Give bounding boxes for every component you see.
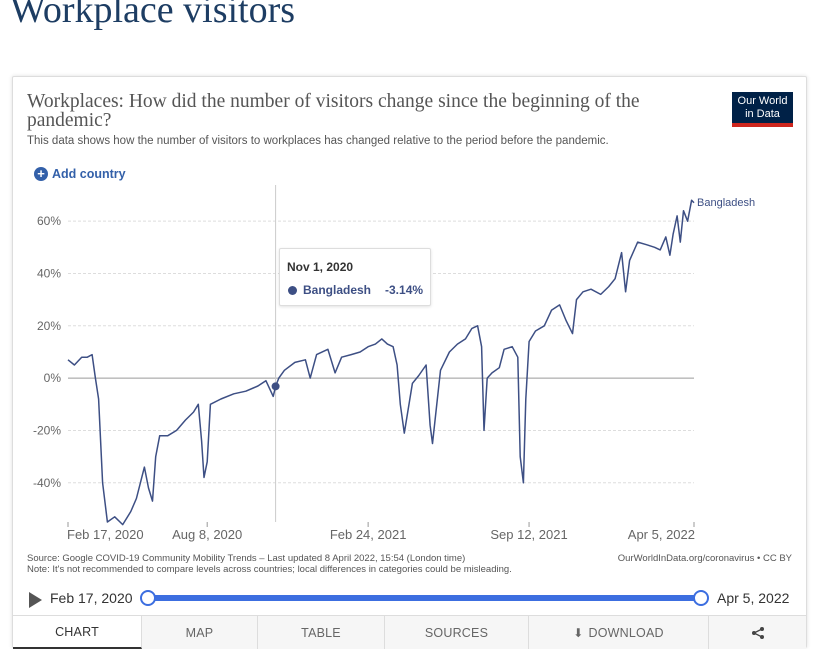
tooltip-value: -3.14% bbox=[385, 283, 424, 297]
y-tick-label: -20% bbox=[33, 423, 61, 437]
tab-download[interactable]: ⬇ DOWNLOAD bbox=[529, 616, 709, 649]
x-tick-label: Apr 5, 2022 bbox=[628, 527, 695, 542]
chart-subtitle: This data shows how the number of visito… bbox=[27, 135, 609, 147]
share-button[interactable] bbox=[709, 616, 806, 649]
y-tick-label: -40% bbox=[33, 476, 61, 490]
tooltip: Nov 1, 2020 Bangladesh -3.14% bbox=[279, 248, 431, 306]
series-line-bangladesh[interactable] bbox=[67, 199, 695, 526]
chart-card: Workplaces: How did the number of visito… bbox=[12, 76, 807, 649]
logo-line-1: Our World bbox=[737, 95, 788, 107]
x-tick-label: Sep 12, 2021 bbox=[490, 527, 567, 542]
y-tick-label: 40% bbox=[37, 266, 61, 280]
chart-title: Workplaces: How did the number of visito… bbox=[27, 91, 640, 131]
tab-bar: CHART MAP TABLE SOURCES ⬇ DOWNLOAD bbox=[13, 615, 806, 649]
add-country-button[interactable]: + Add country bbox=[34, 167, 126, 181]
page-title: Workplace visitors bbox=[10, 0, 296, 31]
tab-chart[interactable]: CHART bbox=[13, 616, 142, 649]
note-text: Note: It's not recommended to compare le… bbox=[27, 564, 512, 575]
timeline-end-label: Apr 5, 2022 bbox=[717, 590, 790, 606]
tab-table[interactable]: TABLE bbox=[258, 616, 385, 649]
x-tick-label: Feb 17, 2020 bbox=[67, 527, 144, 542]
tooltip-date: Nov 1, 2020 bbox=[287, 260, 354, 274]
x-tick-label: Feb 24, 2021 bbox=[330, 527, 407, 542]
y-axis-ticks: -40% -20% 0% 20% 40% 60% bbox=[33, 214, 61, 490]
y-tick-label: 0% bbox=[44, 371, 62, 385]
tab-map[interactable]: MAP bbox=[142, 616, 258, 649]
timeline-start-label: Feb 17, 2020 bbox=[50, 590, 133, 606]
share-icon bbox=[751, 626, 764, 639]
logo-line-2: in Data bbox=[745, 108, 780, 120]
credit-link[interactable]: OurWorldInData.org/coronavirus • CC BY bbox=[617, 553, 792, 564]
timeline-end-handle[interactable] bbox=[693, 590, 709, 606]
tooltip-entity: Bangladesh bbox=[303, 283, 372, 297]
tooltip-dot bbox=[288, 285, 297, 295]
y-tick-label: 60% bbox=[37, 214, 61, 228]
plus-circle-icon: + bbox=[34, 167, 48, 181]
owid-logo[interactable]: Our World in Data bbox=[732, 92, 793, 127]
timeline: Feb 17, 2020 Apr 5, 2022 bbox=[13, 585, 806, 611]
tooltip-row: Bangladesh -3.14% bbox=[288, 283, 423, 297]
grid-lines bbox=[68, 220, 694, 484]
series-label-bangladesh[interactable]: Bangladesh bbox=[697, 197, 755, 209]
timeline-start-handle[interactable] bbox=[140, 590, 156, 606]
highlight-point[interactable] bbox=[271, 382, 280, 391]
tab-sources[interactable]: SOURCES bbox=[385, 616, 529, 649]
x-axis-ticks: Feb 17, 2020 Aug 8, 2020 Feb 24, 2021 Sep 1… bbox=[67, 522, 695, 542]
download-icon: ⬇ bbox=[573, 625, 584, 640]
y-tick-label: 20% bbox=[37, 319, 61, 333]
source-text: Source: Google COVID-19 Community Mobili… bbox=[27, 553, 466, 564]
line-chart: -40% -20% 0% 20% 40% 60% Feb 17, 2020 Aug 8, 2… bbox=[33, 185, 755, 542]
timeline-track[interactable] bbox=[149, 595, 702, 601]
x-tick-label: Aug 8, 2020 bbox=[172, 527, 242, 542]
add-country-label: Add country bbox=[52, 167, 126, 181]
play-icon[interactable] bbox=[29, 592, 42, 608]
tab-download-label: DOWNLOAD bbox=[588, 625, 664, 640]
source-note: Source: Google COVID-19 Community Mobili… bbox=[27, 553, 512, 575]
